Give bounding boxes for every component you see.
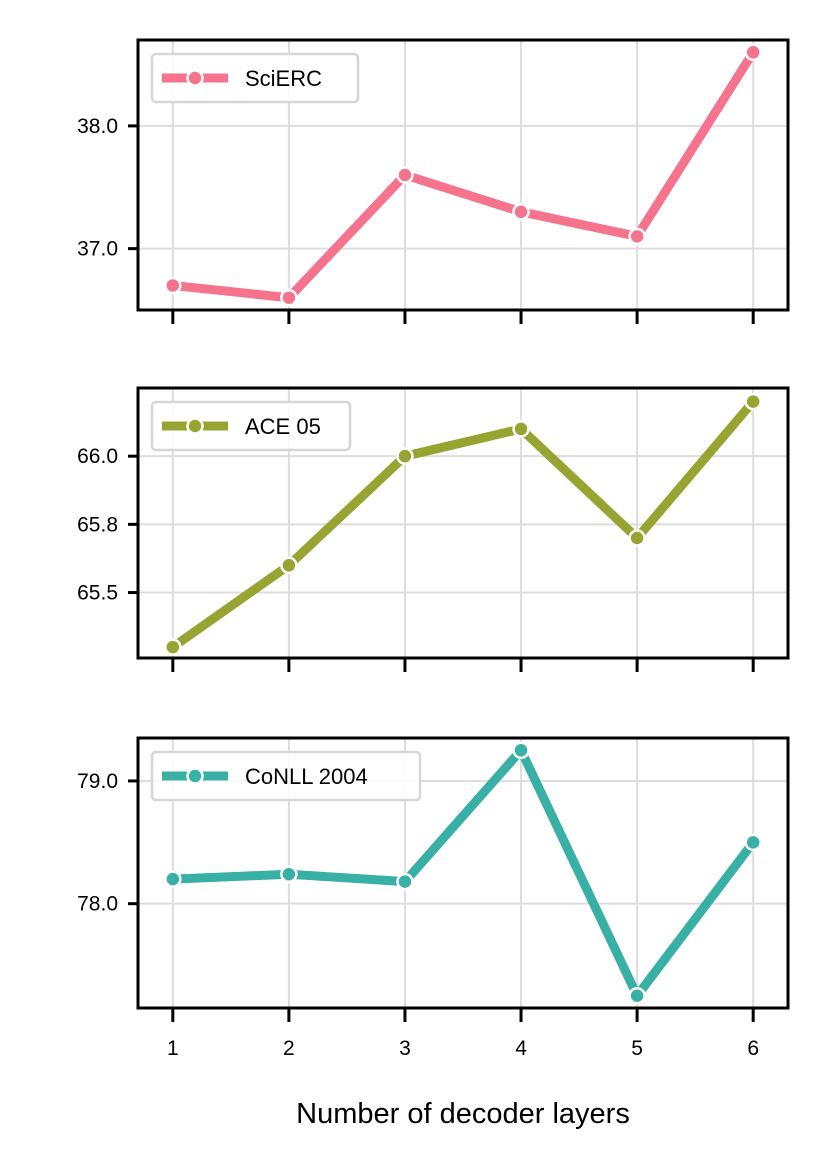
x-tick-label: 5 bbox=[631, 1037, 643, 1060]
data-point bbox=[164, 638, 182, 656]
data-point bbox=[744, 392, 762, 411]
legend-box bbox=[150, 52, 360, 104]
data-point bbox=[628, 986, 646, 1005]
y-tick-label: 38.0 bbox=[77, 115, 118, 138]
y-tick-label: 78.0 bbox=[77, 893, 118, 916]
data-point bbox=[628, 227, 646, 246]
series-line-2 bbox=[168, 397, 758, 652]
data-point bbox=[164, 276, 182, 295]
chart-panel-1: 37.0 38.0 SciERC bbox=[77, 38, 790, 324]
x-tick-label: 4 bbox=[515, 1037, 527, 1060]
x-axis-label: Number of decoder layers bbox=[296, 1098, 630, 1130]
chart-panel-2: 65.5 65.8 66.0 ACE 05 bbox=[77, 386, 790, 672]
plot-frame bbox=[136, 736, 790, 1010]
data-point bbox=[512, 203, 530, 221]
data-point bbox=[280, 288, 298, 307]
legend-marker-swatch bbox=[186, 767, 204, 785]
x-tick-label: 3 bbox=[399, 1037, 411, 1060]
legend-box bbox=[150, 400, 352, 452]
series-line-3 bbox=[168, 745, 758, 1001]
data-point bbox=[512, 420, 530, 438]
data-point bbox=[512, 741, 530, 760]
y-tick-label: 79.0 bbox=[77, 770, 118, 793]
y-tick-label: 65.5 bbox=[77, 582, 118, 605]
legend-box bbox=[150, 750, 422, 802]
data-point bbox=[396, 166, 414, 184]
legend: ACE 05 bbox=[150, 400, 352, 452]
data-point bbox=[628, 529, 646, 547]
chart-panel-3: 78.0 79.0 1 2 3 4 5 6 CoNLL 2004 bbox=[77, 736, 790, 1060]
x-tick-label: 1 bbox=[167, 1037, 179, 1060]
panels-group: 37.0 38.0 SciERC 65.5 65.8 66.0 ACE 05 78.0 79.0… bbox=[77, 38, 790, 1060]
legend-label: ACE 05 bbox=[245, 414, 321, 439]
legend-marker-swatch bbox=[186, 417, 204, 435]
legend: SciERC bbox=[150, 52, 360, 104]
legend: CoNLL 2004 bbox=[150, 750, 422, 802]
data-point bbox=[280, 865, 298, 883]
data-point bbox=[396, 872, 414, 891]
y-tick-label: 65.8 bbox=[77, 513, 118, 536]
series-line-1 bbox=[168, 47, 758, 303]
x-tick-label: 2 bbox=[283, 1037, 295, 1060]
legend-marker-swatch bbox=[186, 69, 204, 87]
y-tick-label: 66.0 bbox=[77, 445, 118, 468]
x-tick-label: 6 bbox=[747, 1037, 759, 1060]
y-tick-label: 37.0 bbox=[77, 238, 118, 261]
data-point bbox=[744, 833, 762, 852]
plot-frame bbox=[136, 386, 790, 660]
data-point bbox=[280, 556, 298, 575]
legend-label: CoNLL 2004 bbox=[245, 764, 368, 789]
data-point bbox=[164, 870, 182, 888]
data-point bbox=[396, 447, 414, 465]
plot-frame bbox=[136, 38, 790, 312]
data-point bbox=[744, 43, 762, 62]
legend-label: SciERC bbox=[245, 66, 322, 91]
